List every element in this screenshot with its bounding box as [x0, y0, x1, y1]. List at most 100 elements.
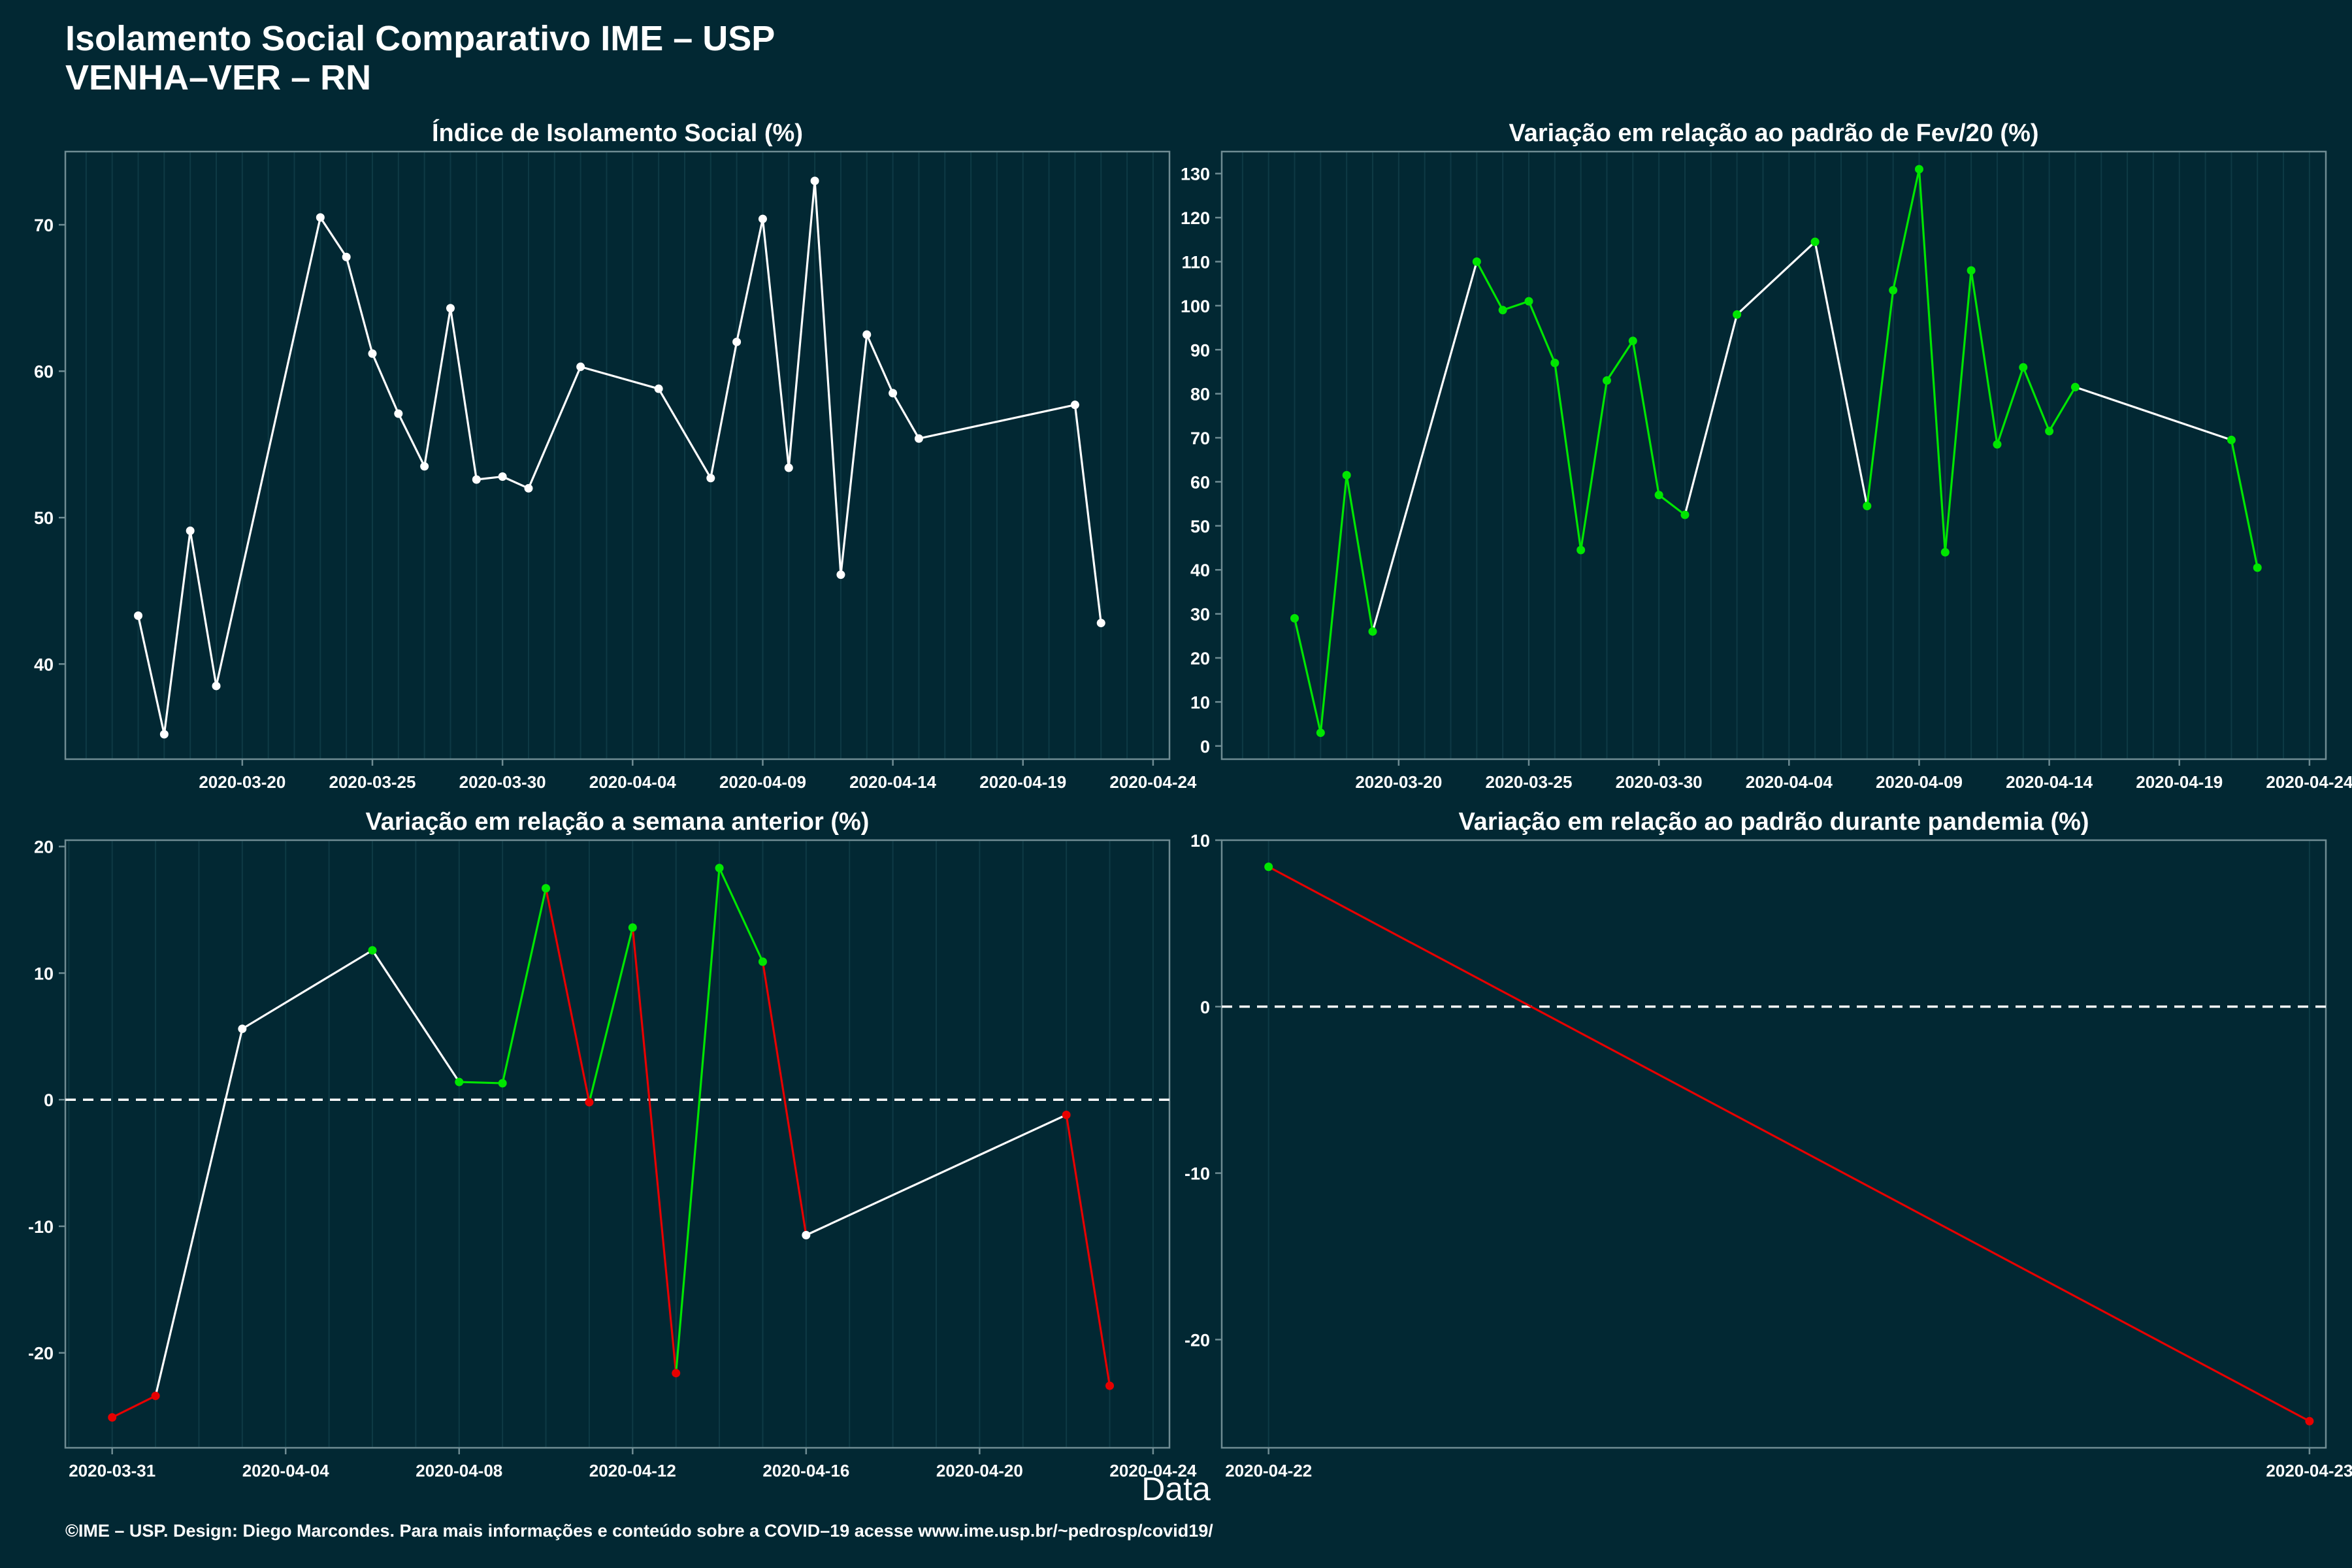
- data-point: [316, 213, 325, 222]
- y-tick-label: 60: [1190, 472, 1210, 492]
- data-point: [2045, 427, 2054, 436]
- series-segment: [1371, 261, 1478, 632]
- y-tick-label: 130: [1181, 165, 1210, 184]
- series-segment: [2048, 386, 2076, 432]
- data-point: [446, 304, 455, 313]
- series-segment: [137, 615, 165, 735]
- series-segment: [1527, 301, 1556, 364]
- series-segment: [813, 180, 842, 575]
- data-point: [1733, 310, 1742, 319]
- series-segment: [189, 531, 218, 687]
- y-tick-label: -20: [28, 1344, 54, 1364]
- x-tick-label: 2020-04-14: [2006, 772, 2093, 792]
- x-tick-label: 2020-04-16: [762, 1461, 849, 1480]
- series-segment: [631, 927, 678, 1373]
- data-point: [498, 472, 507, 481]
- data-point: [758, 957, 767, 966]
- series-segment: [718, 867, 764, 962]
- data-point: [1940, 547, 1950, 557]
- series-segment: [2022, 367, 2051, 432]
- y-tick-label: 110: [1181, 252, 1210, 272]
- footer-credits: ©IME – USP. Design: Diego Marcondes. Par…: [65, 1521, 1213, 1541]
- panel-title: Variação em relação a semana anterior (%…: [366, 808, 870, 836]
- y-tick-label: -10: [28, 1217, 54, 1237]
- data-point: [1602, 376, 1611, 385]
- data-point: [802, 1231, 811, 1239]
- series-segment: [1606, 340, 1634, 382]
- series-segment: [215, 217, 321, 687]
- series-segment: [111, 1395, 156, 1418]
- data-point: [715, 864, 724, 873]
- series-segment: [1580, 380, 1609, 551]
- data-point: [1368, 627, 1377, 636]
- series-segment: [397, 413, 426, 467]
- series-segment: [1475, 261, 1504, 311]
- y-tick-label: 80: [1190, 385, 1210, 404]
- x-tick-label: 2020-04-20: [936, 1461, 1023, 1480]
- data-point: [1290, 613, 1299, 623]
- series-segment: [1658, 494, 1686, 516]
- data-point: [151, 1392, 160, 1401]
- series-segment: [1866, 290, 1895, 506]
- panel-2: Variação em relação ao padrão de Fev/20 …: [1181, 120, 2352, 792]
- series-segment: [919, 404, 1075, 440]
- x-tick-label: 2020-04-24: [2266, 772, 2352, 792]
- panel-border: [64, 839, 1171, 1449]
- data-point: [1993, 440, 2002, 449]
- data-point: [368, 349, 377, 358]
- series-segment: [736, 218, 764, 342]
- x-tick-label: 2020-04-04: [242, 1461, 330, 1480]
- series-segment: [371, 949, 461, 1083]
- panel-3: Variação em relação a semana anterior (%…: [28, 808, 1197, 1480]
- data-point: [732, 337, 742, 346]
- data-point: [420, 462, 429, 471]
- series-segment: [1065, 1115, 1111, 1386]
- series-segment: [459, 1081, 503, 1085]
- data-point: [889, 389, 898, 398]
- data-point: [186, 526, 195, 535]
- data-point: [342, 252, 351, 261]
- series-segment: [1814, 241, 1869, 506]
- x-tick-label: 2020-04-04: [1746, 772, 1833, 792]
- series-segment: [1970, 270, 1999, 445]
- x-tick-label: 2020-03-25: [1485, 772, 1572, 792]
- x-tick-label: 2020-03-31: [69, 1461, 155, 1480]
- data-point: [108, 1413, 117, 1422]
- series-segment: [1892, 169, 1921, 291]
- series-segment: [449, 308, 478, 480]
- data-point: [2227, 435, 2236, 444]
- series-segment: [761, 218, 790, 468]
- y-tick-label: 40: [1190, 561, 1210, 580]
- y-tick-label: 20: [34, 838, 54, 857]
- x-tick-label: 2020-04-08: [416, 1461, 502, 1480]
- series-segment: [163, 531, 191, 735]
- y-tick-label: 10: [34, 964, 54, 983]
- data-point: [1967, 266, 1976, 275]
- panel-border: [1220, 839, 2327, 1449]
- data-point: [784, 463, 793, 472]
- series-segment: [2074, 386, 2232, 441]
- data-point: [1810, 237, 1820, 246]
- data-point: [1654, 491, 1663, 500]
- data-point: [1472, 257, 1481, 266]
- series-segment: [1319, 475, 1348, 733]
- data-point: [1070, 400, 1079, 410]
- series-segment: [527, 366, 582, 489]
- series-segment: [787, 180, 816, 468]
- series-segment: [580, 365, 659, 390]
- data-point: [585, 1098, 594, 1107]
- series-segment: [423, 308, 452, 467]
- data-point: [862, 330, 872, 339]
- x-tick-label: 2020-03-20: [1355, 772, 1442, 792]
- data-point: [758, 214, 767, 223]
- x-tick-label: 2020-04-04: [589, 772, 677, 792]
- y-tick-label: 60: [34, 362, 54, 382]
- series-segment: [544, 888, 591, 1103]
- series-segment: [1918, 169, 1946, 553]
- data-point: [2019, 363, 2028, 372]
- panel-1: Índice de Isolamento Social (%) 40 50 60 70 2…: [34, 118, 1197, 792]
- panel-4: Variação em relação ao padrão durante pa…: [1184, 808, 2352, 1480]
- series-segment: [761, 961, 808, 1235]
- data-point: [1889, 286, 1898, 295]
- y-tick-label: 0: [44, 1090, 54, 1110]
